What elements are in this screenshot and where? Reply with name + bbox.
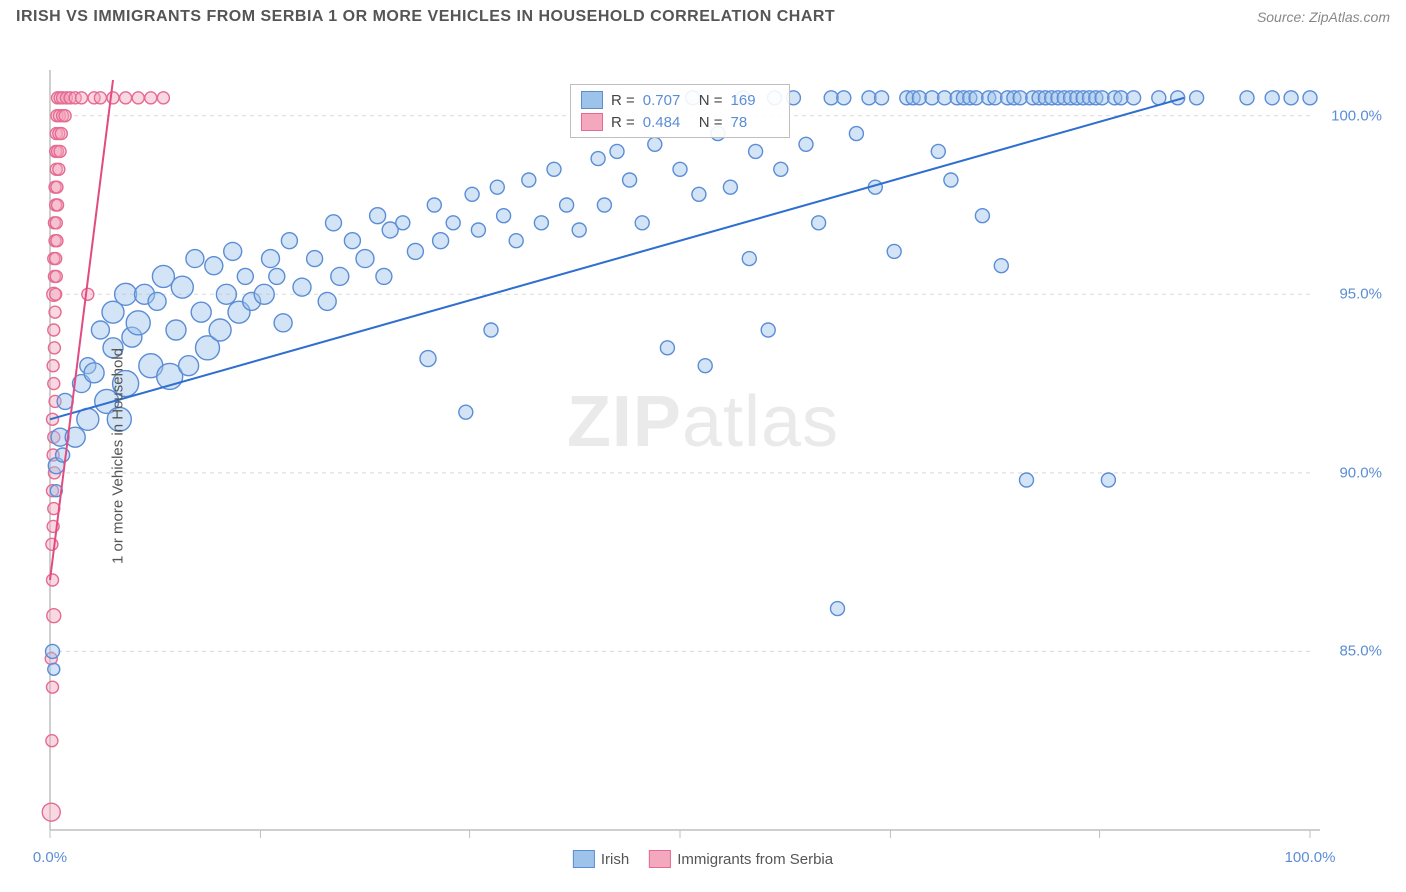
bottom-legend: Irish Immigrants from Serbia (573, 850, 833, 868)
legend-r-value-1: 0.484 (643, 114, 691, 131)
bottom-legend-item-0: Irish (573, 850, 629, 868)
bottom-swatch-irish (573, 850, 595, 868)
x-tick-label: 100.0% (1285, 849, 1336, 866)
legend-n-label-0: N = (699, 92, 723, 109)
chart-source: Source: ZipAtlas.com (1257, 9, 1390, 25)
y-tick-label: 100.0% (1331, 107, 1382, 124)
legend-n-label-1: N = (699, 114, 723, 131)
legend-r-label-1: R = (611, 114, 635, 131)
chart-title: IRISH VS IMMIGRANTS FROM SERBIA 1 OR MOR… (16, 8, 835, 26)
chart-header: IRISH VS IMMIGRANTS FROM SERBIA 1 OR MOR… (0, 0, 1406, 30)
chart-area: 1 or more Vehicles in Household ZIPatlas… (0, 30, 1406, 882)
legend-r-value-0: 0.707 (643, 92, 691, 109)
legend-swatch-irish (581, 91, 603, 109)
bottom-label-irish: Irish (601, 851, 629, 868)
bottom-swatch-serbia (649, 850, 671, 868)
x-tick-label: 0.0% (33, 849, 67, 866)
legend-swatch-serbia (581, 113, 603, 131)
scatter-chart-svg (0, 30, 1406, 882)
legend-row-1: R = 0.484 N = 78 (571, 111, 789, 133)
legend-n-value-0: 169 (731, 92, 779, 109)
legend-row-0: R = 0.707 N = 169 (571, 89, 789, 111)
legend-n-value-1: 78 (731, 114, 779, 131)
y-axis-label: 1 or more Vehicles in Household (109, 348, 126, 564)
y-tick-label: 90.0% (1339, 464, 1382, 481)
correlation-legend: R = 0.707 N = 169 R = 0.484 N = 78 (570, 84, 790, 138)
bottom-label-serbia: Immigrants from Serbia (677, 851, 833, 868)
y-tick-label: 85.0% (1339, 643, 1382, 660)
legend-r-label-0: R = (611, 92, 635, 109)
y-tick-label: 95.0% (1339, 286, 1382, 303)
bottom-legend-item-1: Immigrants from Serbia (649, 850, 833, 868)
